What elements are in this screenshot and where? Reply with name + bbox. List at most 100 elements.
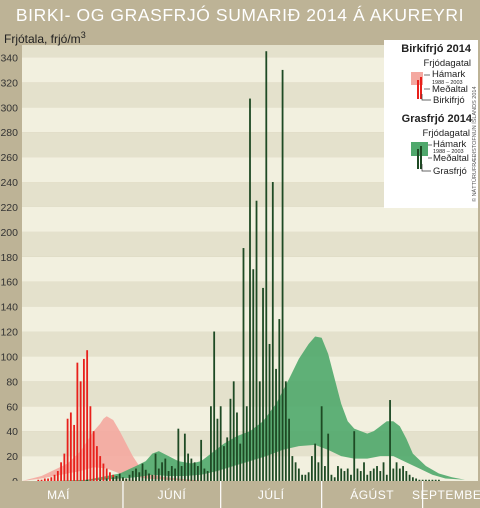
bar-grasfrjó [304, 474, 307, 481]
bar-grasfrjó [402, 466, 404, 481]
bar-grasfrjó [327, 433, 330, 481]
bar-grasfrjó [288, 418, 290, 481]
bar-grasfrjó [164, 458, 167, 481]
bar-birkifrjó [82, 358, 85, 481]
y-tick-label: 200 [0, 227, 18, 239]
bar-grasfrjó [148, 473, 150, 481]
bar-grasfrjó [372, 468, 375, 481]
legend-birch-count-line [421, 94, 431, 101]
bar-grasfrjó [337, 466, 339, 481]
month-label: ÁGÚST [350, 487, 394, 502]
bar-grasfrjó [268, 343, 271, 481]
bar-grasfrjó [154, 453, 157, 481]
bar-grasfrjó [438, 479, 440, 481]
y-tick-label: 220 [0, 202, 18, 214]
bar-birkifrjó [66, 418, 69, 481]
chart-title: BIRKI- OG GRASFRJÓ SUMARIÐ 2014 Á AKUREY… [15, 5, 465, 25]
bar-grasfrjó [265, 51, 268, 481]
bar-grasfrjó [99, 479, 102, 481]
legend-birch-max: Hámark [432, 69, 466, 80]
legend-grass-count: Grasfrjó [433, 166, 467, 177]
y-tick-label: 140 [0, 302, 18, 314]
bar-birkifrjó [53, 474, 56, 481]
bar-grasfrjó [317, 462, 320, 481]
bar-grasfrjó [320, 406, 323, 481]
bar-grasfrjó [281, 69, 284, 481]
bar-birkifrjó [43, 478, 46, 481]
bar-grasfrjó [307, 472, 310, 481]
daily-bars [37, 51, 440, 482]
y-axis-label: Frjótala, frjó/m3 [4, 30, 86, 46]
y-tick-label: 240 [0, 177, 18, 189]
bar-grasfrjó [226, 437, 229, 481]
bar-grasfrjó [125, 478, 128, 481]
y-tick-label: 340 [0, 52, 18, 64]
bar-grasfrjó [411, 477, 414, 481]
y-tick-label: 320 [0, 77, 18, 89]
bar-grasfrjó [118, 473, 121, 481]
bar-birkifrjó [56, 471, 59, 481]
bar-grasfrjó [242, 248, 245, 481]
bar-grasfrjó [340, 468, 343, 481]
bar-grasfrjó [310, 456, 313, 481]
legend-grass-sub: Frjódagatal [422, 128, 470, 139]
bar-birkifrjó [92, 431, 95, 481]
bar-grasfrjó [385, 474, 388, 481]
legend-grass-years: 1988 – 2003 [433, 149, 464, 155]
bar-grasfrjó [161, 462, 163, 481]
bar-grasfrjó [206, 471, 209, 481]
bar-grasfrjó [278, 319, 281, 481]
bar-grasfrjó [294, 462, 297, 481]
bar-grasfrjó [418, 479, 421, 481]
month-label: MAÍ [47, 487, 70, 502]
bar-grasfrjó [249, 98, 251, 482]
bar-birkifrjó [79, 381, 82, 481]
bar-birkifrjó [60, 462, 62, 481]
bar-grasfrjó [245, 406, 248, 481]
bar-birkifrjó [109, 472, 111, 481]
bar-grasfrjó [398, 468, 401, 481]
bar-grasfrjó [353, 431, 356, 481]
bar-birkifrjó [76, 362, 79, 481]
bar-grasfrjó [229, 398, 232, 481]
legend-grass-bar [417, 149, 419, 169]
bar-grasfrjó [138, 472, 141, 481]
legend-birch-bar [420, 77, 422, 99]
bar-grasfrjó [392, 468, 395, 481]
bar-grasfrjó [428, 479, 431, 481]
band-grasfrjódagatal [54, 336, 478, 481]
legend-birch-sub: Frjódagatal [423, 58, 471, 69]
bar-grasfrjó [86, 479, 89, 481]
legend-birch-years: 1988 – 2003 [432, 80, 463, 86]
bar-grasfrjó [236, 412, 238, 481]
bar-grasfrjó [200, 439, 203, 481]
bar-grasfrjó [210, 406, 212, 481]
bar-grasfrjó [408, 474, 411, 481]
legend-grass-mean: Meðaltal [433, 153, 469, 164]
legend-grass-heading: Grasfrjó 2014 [402, 113, 473, 125]
month-label: SEPTEMBER [412, 488, 480, 502]
chart-svg: 0204060801001201401601802002202402602803… [0, 30, 480, 508]
bar-birkifrjó [50, 477, 53, 481]
bar-grasfrjó [366, 474, 369, 481]
bar-grasfrjó [369, 471, 372, 481]
bar-grasfrjó [333, 477, 336, 481]
bar-grasfrjó [297, 468, 300, 481]
bar-birkifrjó [102, 463, 105, 481]
y-tick-label: 20 [6, 451, 18, 463]
bar-grasfrjó [151, 474, 154, 481]
y-tick-label: 160 [0, 277, 18, 289]
y-axis-ticks: 0204060801001201401601802002202402602803… [0, 52, 18, 488]
credit-text: © NÁTTÚRUFRÆÐISTOFNUN ÍSLANDS 2014 [471, 87, 478, 203]
bar-grasfrjó [141, 463, 144, 481]
bar-grasfrjó [105, 478, 108, 481]
bar-grasfrjó [135, 468, 137, 481]
bar-birkifrjó [89, 406, 92, 481]
bar-grasfrjó [395, 462, 398, 481]
bar-grasfrjó [346, 468, 349, 481]
bar-grasfrjó [350, 474, 352, 481]
bar-grasfrjó [330, 474, 333, 481]
bar-grasfrjó [324, 466, 326, 481]
bar-grasfrjó [275, 368, 277, 481]
bar-grasfrjó [177, 428, 180, 481]
